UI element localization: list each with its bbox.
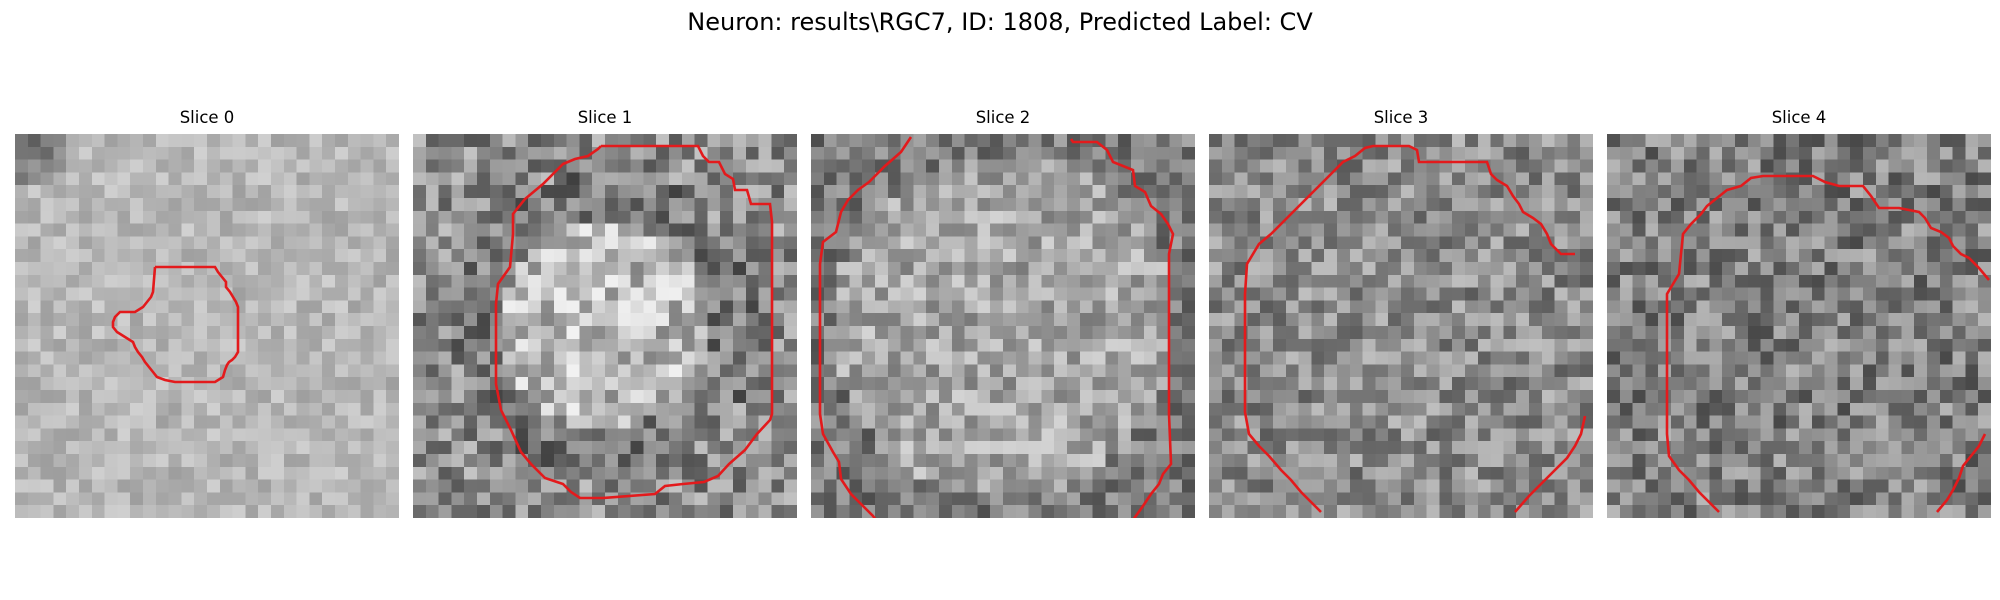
contour-overlay	[818, 136, 1175, 518]
contour-overlay	[1243, 144, 1587, 513]
slice-image	[1607, 134, 1991, 518]
cell-contour-left	[818, 136, 913, 518]
cell-contour	[111, 265, 240, 384]
cell-contour-right	[1069, 138, 1175, 518]
slice-title: Slice 0	[179, 108, 235, 127]
slice-image	[811, 134, 1195, 518]
slice-image	[15, 134, 399, 518]
slice-image	[413, 134, 797, 518]
slice-title: Slice 1	[577, 108, 633, 127]
cell-contour-right	[1936, 433, 1987, 513]
figure-title: Neuron: results\RGC7, ID: 1808, Predicte…	[687, 8, 1313, 36]
slice-title: Slice 2	[975, 108, 1031, 127]
slice-title: Slice 3	[1373, 108, 1429, 127]
slice-panel-4: Slice 4	[1607, 108, 1991, 520]
contour-overlay	[494, 144, 774, 500]
slice-panel-0: Slice 0	[15, 108, 399, 520]
slice-title: Slice 4	[1771, 108, 1827, 127]
contour-overlay	[111, 265, 240, 384]
cell-contour	[494, 144, 774, 500]
cell-contour-left	[1665, 174, 1990, 513]
slice-panel-2: Slice 2	[811, 108, 1195, 520]
contour-overlay	[1665, 174, 1990, 513]
slice-panel-1: Slice 1	[413, 108, 797, 520]
slice-panel-3: Slice 3	[1209, 108, 1593, 520]
cell-contour-right	[1514, 415, 1587, 513]
cell-contour-left	[1243, 144, 1575, 513]
slice-image	[1209, 134, 1593, 518]
